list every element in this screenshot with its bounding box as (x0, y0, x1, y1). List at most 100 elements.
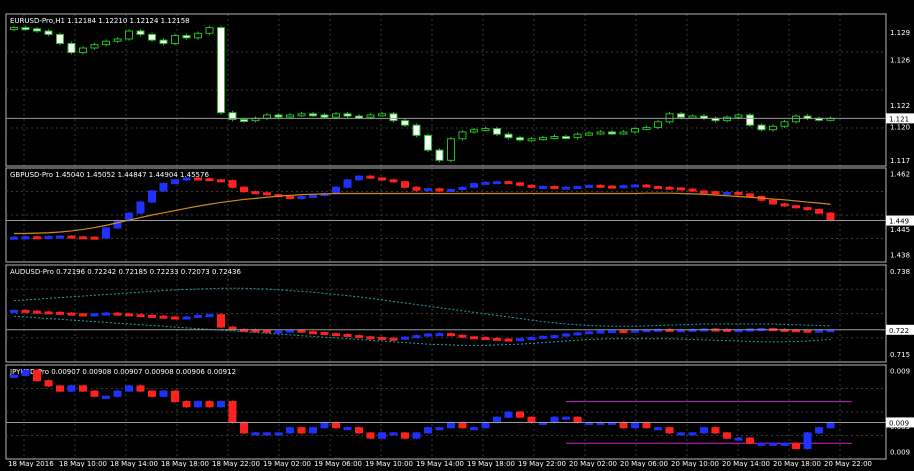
candle (654, 119, 662, 130)
candle-body (343, 113, 352, 117)
candle-body (493, 181, 501, 185)
candle-body (263, 114, 271, 119)
candle-body (470, 427, 478, 431)
candle (309, 111, 317, 117)
candle-body (412, 335, 421, 339)
candle-body (205, 314, 214, 318)
candle-body (378, 432, 386, 439)
candle-body (412, 186, 421, 191)
candle-body (228, 326, 237, 330)
candle-body (516, 411, 524, 418)
candle (56, 384, 64, 393)
candle-body (470, 129, 478, 133)
current-price-label: 1.121 (889, 115, 909, 123)
candle-body (217, 27, 225, 114)
candle (378, 176, 386, 181)
x-tick-label: 20 May 18:00 (773, 460, 821, 467)
x-tick-label: 18 May 22:00 (212, 460, 260, 467)
candle (182, 400, 191, 408)
x-tick-label: 18 May 2016 (8, 460, 54, 467)
candle (596, 130, 605, 135)
candle (205, 400, 214, 408)
candle (355, 175, 363, 181)
candle (378, 431, 386, 440)
candle-body (516, 182, 524, 186)
candle-body (148, 33, 156, 41)
candle (527, 184, 536, 189)
candle-body (746, 437, 754, 444)
candle-body (44, 30, 53, 35)
candle (228, 110, 237, 122)
candle (136, 200, 145, 215)
candle-body (286, 195, 294, 199)
candle-body (504, 133, 513, 139)
candle (424, 426, 432, 435)
candle (159, 389, 168, 398)
candle-body (320, 421, 329, 429)
x-tick-label: 18 May 18:00 (161, 460, 209, 467)
candle (205, 313, 214, 318)
candle (493, 337, 501, 341)
candle (665, 111, 674, 124)
candle (815, 426, 823, 435)
candle-body (332, 333, 340, 337)
candle (125, 312, 133, 317)
candle (516, 135, 524, 142)
candle (700, 189, 708, 194)
candle-body (228, 401, 237, 423)
candle-body (504, 338, 513, 342)
candle-body (21, 369, 30, 376)
candle-body (67, 385, 76, 392)
candle-body (136, 385, 145, 392)
candle-body (217, 179, 225, 183)
x-axis: 18 May 2016 18 May 10:00 18 May 14:00 18 Ma… (8, 460, 872, 468)
pane-gbpusd-pro: GBPUSD-Pro 1.45040 1.45052 1.44847 1.449… (5, 167, 914, 263)
candle-body (435, 149, 444, 161)
candle-body (516, 338, 524, 342)
candle (56, 32, 64, 46)
candle (815, 208, 823, 215)
candle-body (700, 427, 708, 434)
candle (159, 315, 168, 319)
candle-body (527, 337, 536, 341)
candle-body (343, 333, 352, 337)
candle-body (665, 427, 674, 434)
candle-body (125, 385, 133, 392)
candle (113, 37, 122, 44)
candle-body (90, 390, 99, 397)
candle-body (412, 432, 421, 439)
candle (217, 313, 225, 329)
candle (286, 113, 294, 118)
candle-body (562, 136, 570, 140)
candle-body (332, 113, 340, 118)
candle (585, 330, 593, 335)
pane-header: AUDUSD-Pro 0.72196 0.72242 0.72185 0.722… (10, 268, 241, 276)
candle-body (573, 332, 582, 336)
candle (435, 148, 444, 163)
candle-body (217, 314, 225, 328)
candle-body (631, 128, 639, 133)
candle (102, 39, 110, 47)
x-tick-label: 19 May 06:00 (314, 460, 362, 467)
candle (711, 426, 720, 435)
candle (79, 235, 87, 240)
candle (504, 410, 513, 419)
candle-body (182, 401, 191, 408)
candle-body (769, 442, 777, 446)
candle-body (803, 207, 812, 211)
candle-body (102, 227, 110, 239)
candle-body (67, 235, 76, 239)
candle (332, 332, 340, 337)
y-tick-label: 0.738 (890, 268, 910, 276)
candle-body (596, 184, 605, 188)
candle-body (194, 177, 202, 181)
candle-body (780, 442, 789, 446)
candle (481, 336, 490, 341)
candle-body (573, 186, 582, 190)
candle (159, 38, 168, 46)
candle (757, 442, 766, 446)
candle (136, 313, 145, 318)
candle (780, 202, 789, 207)
